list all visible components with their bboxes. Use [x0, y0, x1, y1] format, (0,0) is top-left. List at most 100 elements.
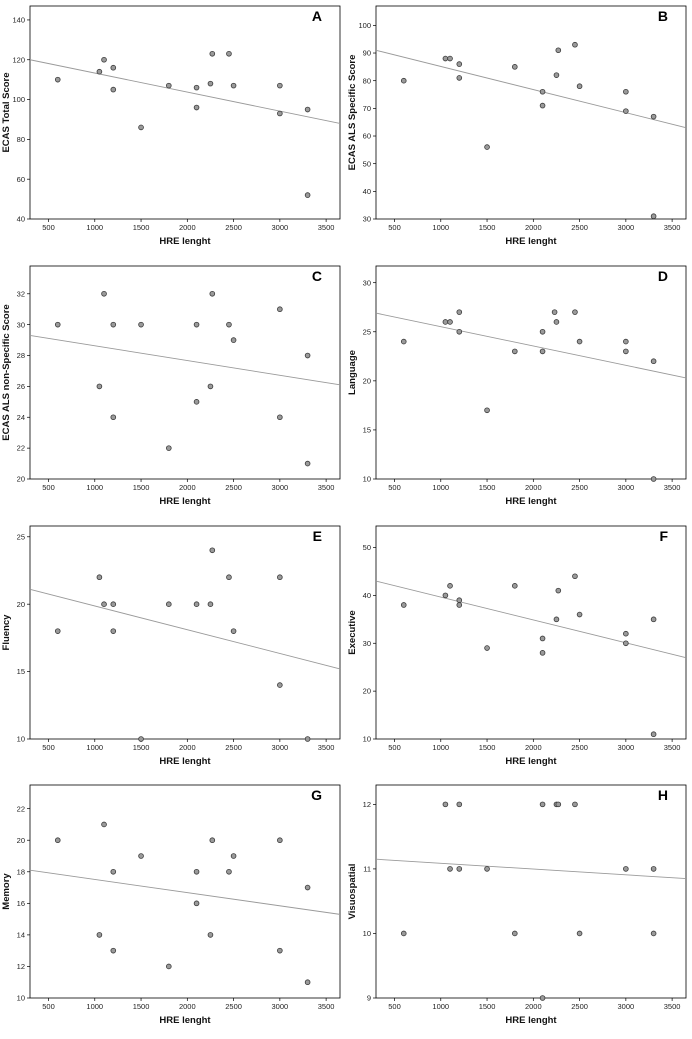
x-tick-label: 1500	[133, 743, 150, 752]
data-point	[304, 106, 311, 113]
x-tick-label: 3500	[318, 743, 335, 752]
y-tick-label: 20	[17, 836, 25, 845]
y-tick-label: 30	[17, 320, 25, 329]
data-point	[576, 611, 583, 618]
y-tick-label: 11	[363, 865, 371, 874]
data-point	[277, 837, 283, 844]
data-point	[484, 645, 490, 651]
x-tick-label: 500	[388, 1002, 401, 1011]
plot-area	[375, 784, 687, 999]
data-point	[484, 866, 490, 872]
x-tick-label: 3000	[618, 223, 635, 232]
x-tick-label: 3500	[664, 743, 681, 752]
x-axis-title: HRE lenght	[159, 236, 211, 247]
panel-letter: D	[658, 268, 668, 284]
data-point	[512, 930, 518, 937]
x-tick-label: 3500	[664, 483, 681, 492]
data-point	[110, 868, 117, 875]
data-point	[101, 56, 107, 63]
data-point	[54, 837, 61, 844]
y-axis-title: Fluency	[1, 614, 12, 651]
data-point	[512, 348, 518, 355]
data-point	[209, 290, 216, 297]
data-point	[138, 124, 144, 131]
plot-area	[375, 5, 687, 220]
x-tick-label: 500	[42, 223, 55, 232]
data-point	[650, 113, 657, 120]
scatter-panel-e: 500 1000 1500 2000 2500 3000 3500 10 15 20 25 HRE l…	[1, 525, 341, 767]
data-point	[447, 319, 453, 325]
x-tick-label: 3000	[272, 743, 289, 752]
panel-letter: B	[658, 8, 668, 24]
y-tick-label: 40	[363, 187, 371, 196]
data-point	[101, 290, 107, 297]
y-tick-label: 16	[17, 899, 25, 908]
x-tick-label: 1500	[133, 1002, 150, 1011]
x-tick-label: 1500	[479, 1002, 496, 1011]
data-point	[193, 104, 200, 111]
data-point	[442, 319, 449, 325]
x-tick-label: 2500	[571, 743, 588, 752]
data-point	[442, 801, 449, 808]
y-tick-label: 14	[17, 930, 25, 939]
data-point	[650, 930, 657, 937]
data-point	[400, 77, 407, 84]
data-point	[650, 213, 657, 220]
data-point	[101, 821, 107, 828]
data-point	[572, 41, 578, 48]
data-point	[512, 583, 518, 589]
data-point	[572, 309, 578, 315]
y-tick-label: 60	[17, 175, 25, 184]
data-point	[277, 306, 283, 313]
data-point	[96, 383, 103, 390]
data-point	[539, 88, 546, 95]
data-point	[623, 630, 629, 637]
data-point	[304, 460, 311, 467]
y-tick-label: 12	[363, 800, 371, 809]
data-point	[650, 476, 657, 482]
y-tick-label: 50	[363, 159, 371, 168]
y-tick-label: 70	[363, 104, 371, 113]
y-tick-label: 25	[363, 327, 371, 336]
x-axis-title: HRE lenght	[159, 496, 211, 507]
data-point	[166, 963, 172, 970]
data-point	[96, 68, 103, 75]
data-point	[623, 866, 629, 872]
y-axis-title: ECAS ALS non-Specific Score	[1, 304, 12, 440]
data-point	[539, 328, 546, 335]
data-point	[456, 61, 463, 67]
y-tick-label: 15	[363, 426, 371, 435]
x-tick-label: 500	[388, 223, 401, 232]
data-point	[193, 321, 200, 328]
x-tick-label: 2000	[179, 483, 196, 492]
x-tick-label: 1000	[432, 743, 449, 752]
y-tick-label: 20	[17, 475, 25, 484]
x-axis-title: HRE lenght	[505, 236, 557, 247]
x-tick-label: 1000	[432, 223, 449, 232]
x-axis-title: HRE lenght	[159, 1015, 211, 1026]
data-point	[484, 144, 490, 150]
data-point	[512, 64, 518, 70]
data-point	[166, 445, 172, 451]
x-tick-label: 2000	[525, 223, 542, 232]
data-point	[576, 83, 583, 90]
data-point	[456, 328, 463, 335]
data-point	[110, 947, 117, 954]
data-point	[207, 932, 214, 938]
data-point	[193, 900, 200, 907]
data-point	[447, 583, 453, 589]
data-point	[304, 884, 311, 891]
y-tick-label: 22	[17, 444, 25, 453]
data-point	[623, 640, 629, 647]
scatter-panel-a: 500 1000 1500 2000 2500 3000 3500 40 60 80 100 120 1…	[1, 5, 341, 247]
data-point	[230, 82, 237, 89]
x-tick-label: 2500	[571, 223, 588, 232]
x-tick-label: 2500	[225, 223, 242, 232]
data-point	[551, 309, 558, 315]
data-point	[166, 82, 172, 89]
data-point	[209, 50, 216, 57]
y-tick-label: 18	[17, 867, 25, 876]
x-tick-label: 3000	[618, 483, 635, 492]
regression-line	[29, 59, 341, 124]
